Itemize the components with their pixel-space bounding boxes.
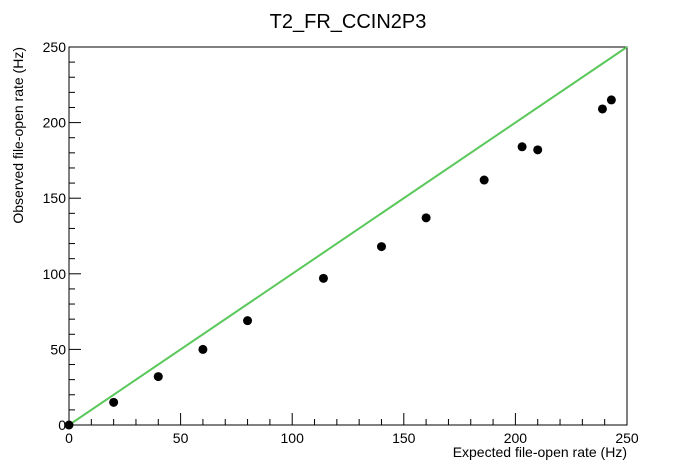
data-point (109, 397, 119, 407)
data-point (517, 142, 527, 152)
chart-title: T2_FR_CCIN2P3 (270, 11, 427, 33)
data-point (533, 145, 543, 155)
x-axis-label: Expected file-open rate (Hz) (453, 444, 627, 460)
y-axis-label: Observed file-open rate (Hz) (10, 47, 26, 224)
x-tick-label: 100 (281, 430, 305, 446)
data-point (318, 273, 328, 283)
data-point (597, 104, 607, 114)
y-tick-label: 100 (43, 266, 67, 282)
axis-ticks (68, 46, 628, 426)
data-point (153, 372, 163, 382)
y-tick-label: 50 (50, 341, 66, 357)
reference-line (68, 46, 628, 426)
data-point (198, 344, 208, 354)
plot-frame (68, 46, 628, 426)
x-tick-label: 200 (504, 430, 528, 446)
x-tick-label: 250 (615, 430, 639, 446)
data-point (606, 95, 616, 105)
x-tick-label: 50 (173, 430, 189, 446)
x-tick-label: 0 (65, 430, 73, 446)
y-tick-label: 150 (43, 190, 67, 206)
data-point (243, 316, 253, 326)
data-point (64, 420, 74, 430)
y-tick-label: 250 (43, 39, 67, 55)
y-tick-label: 0 (58, 417, 66, 433)
y-tick-label: 200 (43, 115, 67, 131)
x-tick-label: 150 (392, 430, 416, 446)
data-point (421, 213, 431, 223)
data-points (64, 95, 616, 430)
axis-tick-labels: 0 50 100 150 200 250 0 50 100 150 200 250 (43, 39, 639, 446)
data-point (376, 242, 386, 252)
data-point (479, 175, 489, 185)
